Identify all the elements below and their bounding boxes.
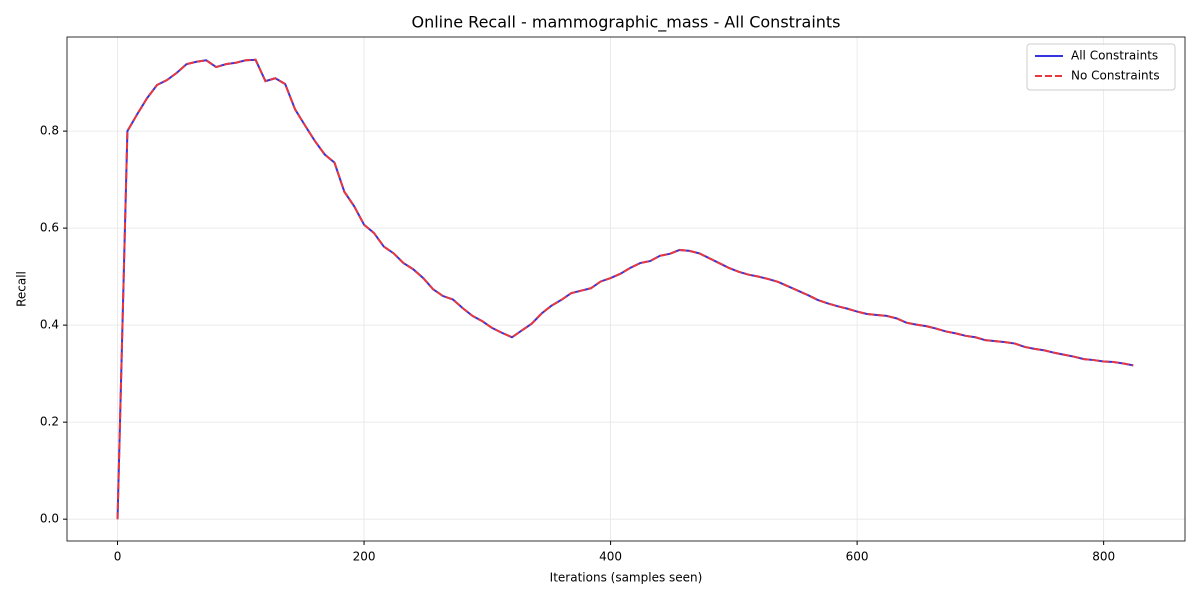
y-axis-label: Recall: [15, 271, 29, 307]
legend-label: All Constraints: [1071, 49, 1158, 63]
x-tick-label: 600: [846, 550, 869, 564]
y-tick-label: 0.8: [40, 124, 59, 138]
y-tick-label: 0.4: [40, 318, 59, 332]
x-axis-label: Iterations (samples seen): [550, 571, 703, 585]
chart-title: Online Recall - mammographic_mass - All …: [411, 13, 840, 33]
legend-label: No Constraints: [1071, 69, 1160, 83]
x-tick-label: 200: [353, 550, 376, 564]
y-tick-label: 0.2: [40, 415, 59, 429]
y-tick-label: 0.0: [40, 512, 59, 526]
x-tick-label: 800: [1092, 550, 1115, 564]
plot-frame: [66, 36, 1186, 542]
data-line: [116, 58, 1134, 520]
x-tick-label: 0: [114, 550, 122, 564]
x-tick-label: 400: [599, 550, 622, 564]
legend-box: [1026, 43, 1176, 91]
y-tick-label: 0.6: [40, 221, 59, 235]
